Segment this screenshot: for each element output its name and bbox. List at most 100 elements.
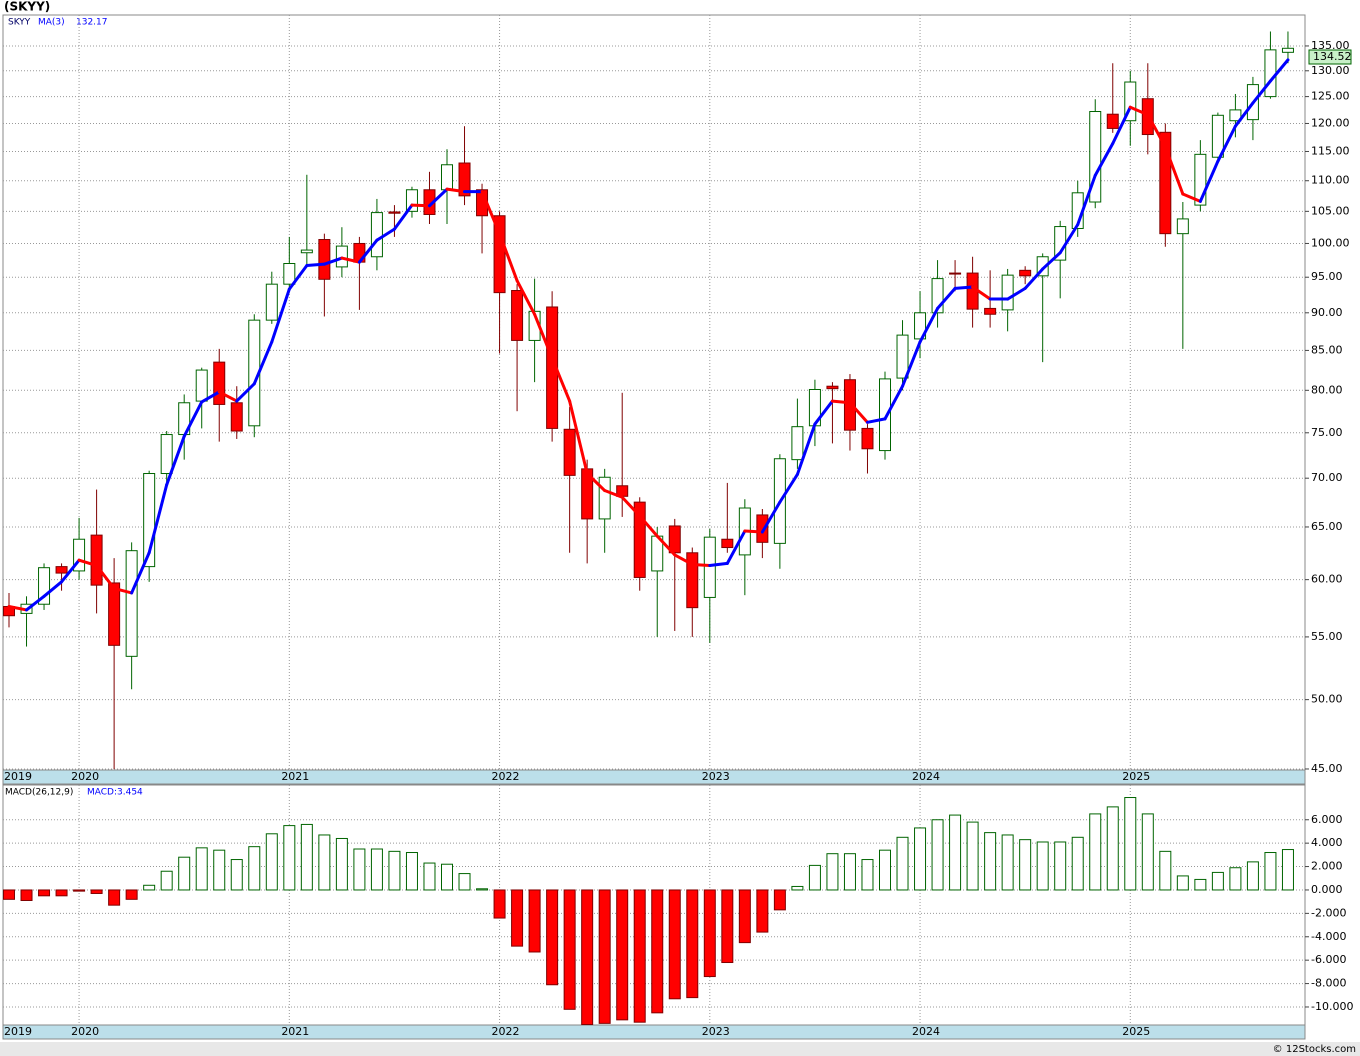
ma-line [760,500,782,534]
y-tick-label: 105.00 [1311,204,1350,217]
candle-body [1211,114,1224,158]
ma-line [848,401,869,424]
macd-bar [55,889,68,897]
candle-body [826,385,839,390]
y-tick-label: 125.00 [1311,90,1350,103]
macd-bar [1229,867,1242,891]
y-tick-label: -6.000 [1311,953,1346,966]
y-tick-label: 130.00 [1311,64,1350,77]
ma-line [673,553,694,566]
candle-body [195,369,208,402]
macd-bar [73,889,86,892]
ma-line [1163,145,1185,196]
x-tick-label: 2023 [702,770,730,783]
candle-body [931,278,944,314]
y-tick-label: 135.00 [1311,39,1350,52]
candle-body [405,189,418,212]
y-tick-label: 115.00 [1311,144,1350,157]
ma-line [357,238,379,264]
macd-bar [879,849,891,891]
x-tick-label: 2021 [281,1025,309,1038]
candle-body [791,426,804,461]
candle-body [949,272,962,275]
ma-line [901,340,922,388]
candle-body [1229,109,1242,122]
ma-line [1041,251,1062,271]
macd-bar [38,889,51,897]
ma-line [445,187,467,194]
last-price-box [1308,49,1352,65]
macd-bar [1054,841,1067,891]
y-tick-label: 50.00 [1311,693,1343,706]
macd-bar [1281,849,1294,891]
y-tick-label: 60.00 [1311,573,1343,586]
ma-line [725,529,747,565]
candle-body [1281,47,1294,53]
macd-bar [773,889,786,911]
ma-line [427,187,449,208]
candle-body [721,538,734,549]
macd-bar [423,862,436,891]
ma-line [953,285,975,290]
macd-bar [546,889,559,986]
y-tick-label: 80.00 [1311,383,1343,396]
candle-body [1089,111,1102,203]
ma-line [1076,173,1097,227]
y-tick-label: 110.00 [1311,174,1350,187]
ma-line [375,227,396,242]
macd-bar [598,889,611,1024]
ma-line [480,190,502,236]
macd-bar [318,834,331,891]
x-tick-label: 2024 [912,770,940,783]
ma-line [130,551,151,595]
y-tick-label: 90.00 [1311,306,1343,319]
y-tick-label: 45.00 [1311,762,1343,775]
candle-body [370,212,383,258]
ma-line [743,529,764,534]
ma-line [568,399,589,476]
ma-line [1111,105,1132,146]
candle-body [213,361,226,405]
x-tick-label: 2024 [912,1025,940,1038]
macd-bar [949,814,962,891]
macd-bar [248,846,261,891]
candle-body [1159,131,1172,235]
x-tick-label: 2025 [1122,1025,1150,1038]
macd-bar [1036,841,1049,891]
candle-body [143,473,156,568]
candle-body [160,434,173,475]
y-tick-label: 120.00 [1311,116,1350,129]
ma-line [235,382,256,403]
macd-bar [791,885,804,891]
ma-line [42,580,64,598]
legend-value: MACD:3.454 [87,788,143,798]
candle-body [1019,269,1032,277]
legend-label: SKYY [8,18,31,28]
ma-line [305,262,326,268]
macd-bar [1124,797,1137,891]
ma-line [1268,58,1290,83]
macd-bar [1001,834,1014,891]
candle-body [633,501,646,578]
ma-line [392,203,414,231]
ma-line [25,594,46,612]
macd-bar [108,889,121,906]
ma-line [971,285,992,301]
ma-line [182,400,204,438]
macd-bar [300,823,313,891]
candle-body [55,566,68,574]
ma-line [515,279,537,316]
macd-bar [931,819,944,891]
ma-line [936,286,957,310]
candle-body [1036,256,1049,277]
y-tick-label: 65.00 [1311,520,1343,533]
y-tick-label: 85.00 [1311,343,1343,356]
legend-label: MACD(26,12,9) [5,788,73,798]
x-tick-label: 2023 [702,1025,730,1038]
ma-line [60,558,81,584]
candle-body [756,514,769,543]
ma-line [165,434,186,487]
ma-line [322,256,344,266]
candle-body [125,550,138,657]
macd-bar [3,889,15,900]
